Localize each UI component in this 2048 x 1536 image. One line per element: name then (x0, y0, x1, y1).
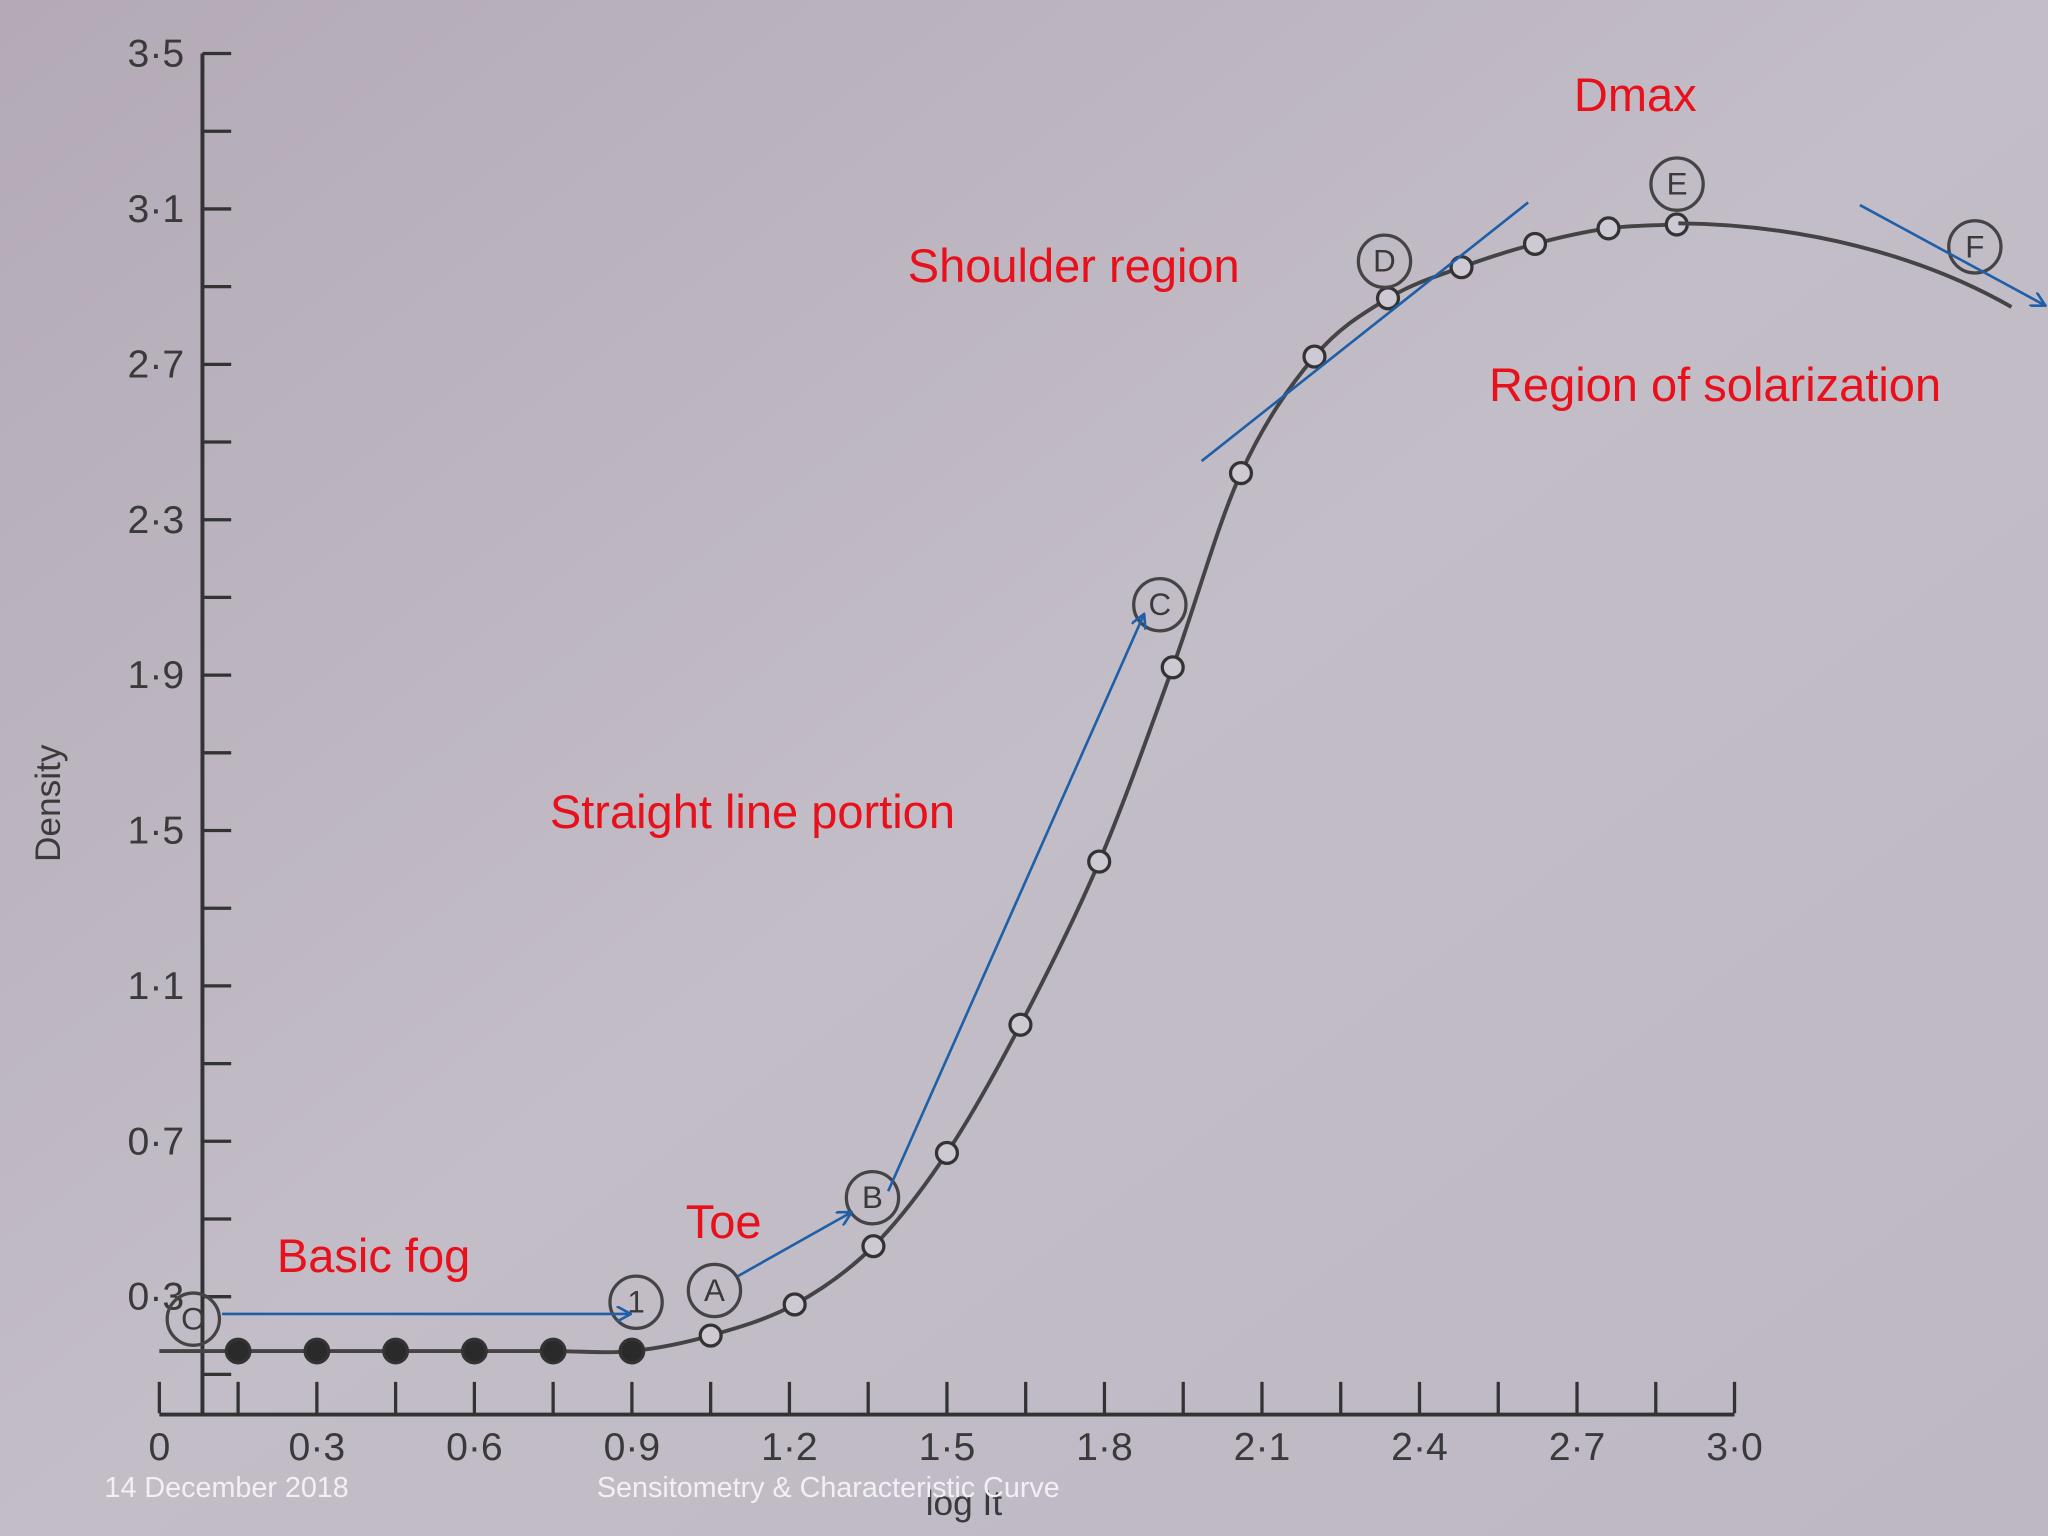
annotation: Shoulder region (908, 239, 1240, 292)
data-point (1087, 849, 1112, 874)
point-label-circle (1132, 576, 1188, 633)
point-label-circle (165, 1291, 222, 1347)
x-tick-label: 0·6 (446, 1426, 503, 1469)
footer-date: 14 December 2018 (104, 1472, 348, 1504)
arrows (222, 201, 2045, 1314)
arrow (1859, 203, 2045, 306)
point-label: D (1373, 244, 1396, 279)
plot: 0·3 0·7 1·1 1·5 1·9 2·3 2·7 3·1 3·5 0 0·3 0·6 0·9 1·2… (29, 33, 2003, 1523)
point-label: F (1965, 229, 1984, 264)
point-label: E (1667, 167, 1688, 202)
arrow (886, 614, 1144, 1192)
x-tick-label: 0·9 (604, 1426, 661, 1469)
y-tick-label: 1·9 (128, 654, 185, 697)
data-point (861, 1234, 886, 1259)
point-label: C (1149, 587, 1172, 622)
data-point (1596, 216, 1621, 241)
annotation: Region of solarization (1489, 358, 1941, 411)
data-point (1302, 344, 1327, 369)
point-label-circle (844, 1169, 901, 1226)
x-tick-label: 2·4 (1391, 1426, 1448, 1469)
point-label-circle (686, 1262, 743, 1319)
data-point (618, 1337, 646, 1365)
arrow (737, 1212, 852, 1278)
x-tick-label: 3·0 (1706, 1426, 1763, 1469)
x-tick-label: 2·7 (1549, 1426, 1606, 1469)
annotation: Toe (686, 1195, 762, 1248)
y-tick-label: 3·5 (128, 33, 185, 76)
x-tick-label: 0 (148, 1426, 170, 1469)
data-point (1008, 1012, 1033, 1037)
data-point (460, 1337, 488, 1365)
annotation: Basic fog (277, 1229, 470, 1282)
annotation: Dmax (1574, 68, 1697, 121)
point-label: B (862, 1180, 883, 1215)
curve-extension (1678, 221, 2013, 309)
data-point (1522, 231, 1548, 256)
point-label: A (704, 1273, 725, 1308)
point-label-circle (608, 1274, 664, 1330)
x-tick-label: 1·8 (1076, 1426, 1133, 1469)
y-axis-label: Density (29, 744, 68, 862)
footer-title: Sensitometry & Characteristic Curve (597, 1472, 1060, 1504)
x-tick-label: 1·2 (761, 1426, 818, 1469)
shoulder-line (1200, 201, 1529, 463)
point-label-circle (1947, 219, 2003, 275)
x-axis-label: log It (926, 1484, 1003, 1523)
y-tick-label: 3·1 (128, 188, 185, 231)
y-tick-label: 0·7 (128, 1120, 185, 1163)
y-tick-label: 1·5 (128, 810, 185, 853)
x-tick-label: 1·5 (919, 1426, 976, 1469)
y-tick-label: 0·3 (128, 1276, 185, 1319)
point-label: O (181, 1302, 205, 1337)
point-label-circle (1356, 233, 1413, 289)
data-point (698, 1323, 723, 1348)
data-point (382, 1337, 410, 1365)
x-tick-label: 0·3 (289, 1426, 346, 1469)
data-point (303, 1337, 331, 1365)
y-tick-label: 1·1 (128, 965, 185, 1008)
annotation: Straight line portion (550, 785, 955, 838)
y-tick-label: 2·3 (128, 499, 185, 542)
data-point (539, 1337, 567, 1365)
data-point (934, 1140, 960, 1166)
data-point (1228, 461, 1254, 486)
y-tick-label: 2·7 (128, 343, 185, 386)
point-label-circle (1649, 156, 1705, 212)
x-tick-label: 2·1 (1234, 1426, 1291, 1469)
data-point (1375, 286, 1401, 311)
data-point (782, 1292, 807, 1317)
data-point (224, 1337, 252, 1365)
data-point (1160, 655, 1185, 680)
